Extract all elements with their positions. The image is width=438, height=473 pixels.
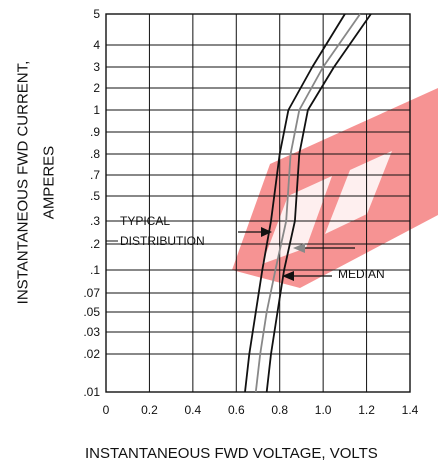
y-tick-label: .9 [90, 125, 100, 139]
y-tick-label: 1 [93, 103, 100, 117]
y-tick-label: 3 [93, 60, 100, 74]
x-tick-label: 0.6 [228, 403, 245, 417]
y-tick-label: .02 [83, 347, 100, 361]
watermark-cutout [325, 151, 392, 234]
x-tick-label: 1.4 [402, 403, 419, 417]
y-tick-label: .2 [90, 237, 100, 251]
series-line-2 [254, 13, 361, 393]
arrow-median-head [282, 271, 294, 281]
y-tick-label: .3 [90, 214, 100, 228]
y-tick-label: .03 [83, 325, 100, 339]
series-line-3 [265, 13, 372, 393]
x-tick-label: 1.0 [315, 403, 332, 417]
arrow-distribution-head [293, 243, 305, 253]
annotation-distribution: DISTRIBUTION [120, 234, 205, 248]
y-tick-label: .1 [90, 263, 100, 277]
y-tick-label: .8 [90, 147, 100, 161]
annotation-typical: TYPICAL [120, 214, 170, 228]
watermark [232, 88, 438, 288]
annotation-median: MEDIAN [338, 267, 385, 281]
x-tick-label: 0.8 [271, 403, 288, 417]
y-tick-label: .07 [83, 286, 100, 300]
y-axis-label-line2: AMPERES [40, 145, 58, 220]
y-tick-label: .01 [83, 385, 100, 399]
plot-frame [105, 13, 411, 393]
y-tick-label: 2 [93, 81, 100, 95]
series-line-1 [244, 13, 346, 393]
y-tick-label: .05 [83, 305, 100, 319]
x-tick-label: 0.4 [185, 403, 202, 417]
x-tick-label: 0 [103, 403, 110, 417]
y-tick-label: .5 [90, 189, 100, 203]
y-tick-label: .7 [90, 168, 100, 182]
x-axis-label: INSTANTANEOUS FWD VOLTAGE, VOLTS [85, 445, 378, 462]
annotations: TYPICAL DISTRIBUTION MEDIAN [106, 214, 385, 281]
arrow-typical-head [261, 227, 272, 237]
tick-labels: 0 0.2 0.4 0.6 0.8 1.0 1.2 1.4.01.02.03.05.07.1.… [83, 7, 418, 417]
y-tick-label: 4 [93, 38, 100, 52]
y-axis-label-line1: INSTANTANEOUS FWD CURRENT, [14, 60, 32, 305]
watermark-shape [232, 88, 438, 288]
x-tick-label: 1.2 [358, 403, 375, 417]
series-group [244, 13, 372, 393]
y-tick-label: 5 [93, 7, 100, 21]
x-tick-label: 0.2 [141, 403, 158, 417]
grid [105, 13, 411, 393]
